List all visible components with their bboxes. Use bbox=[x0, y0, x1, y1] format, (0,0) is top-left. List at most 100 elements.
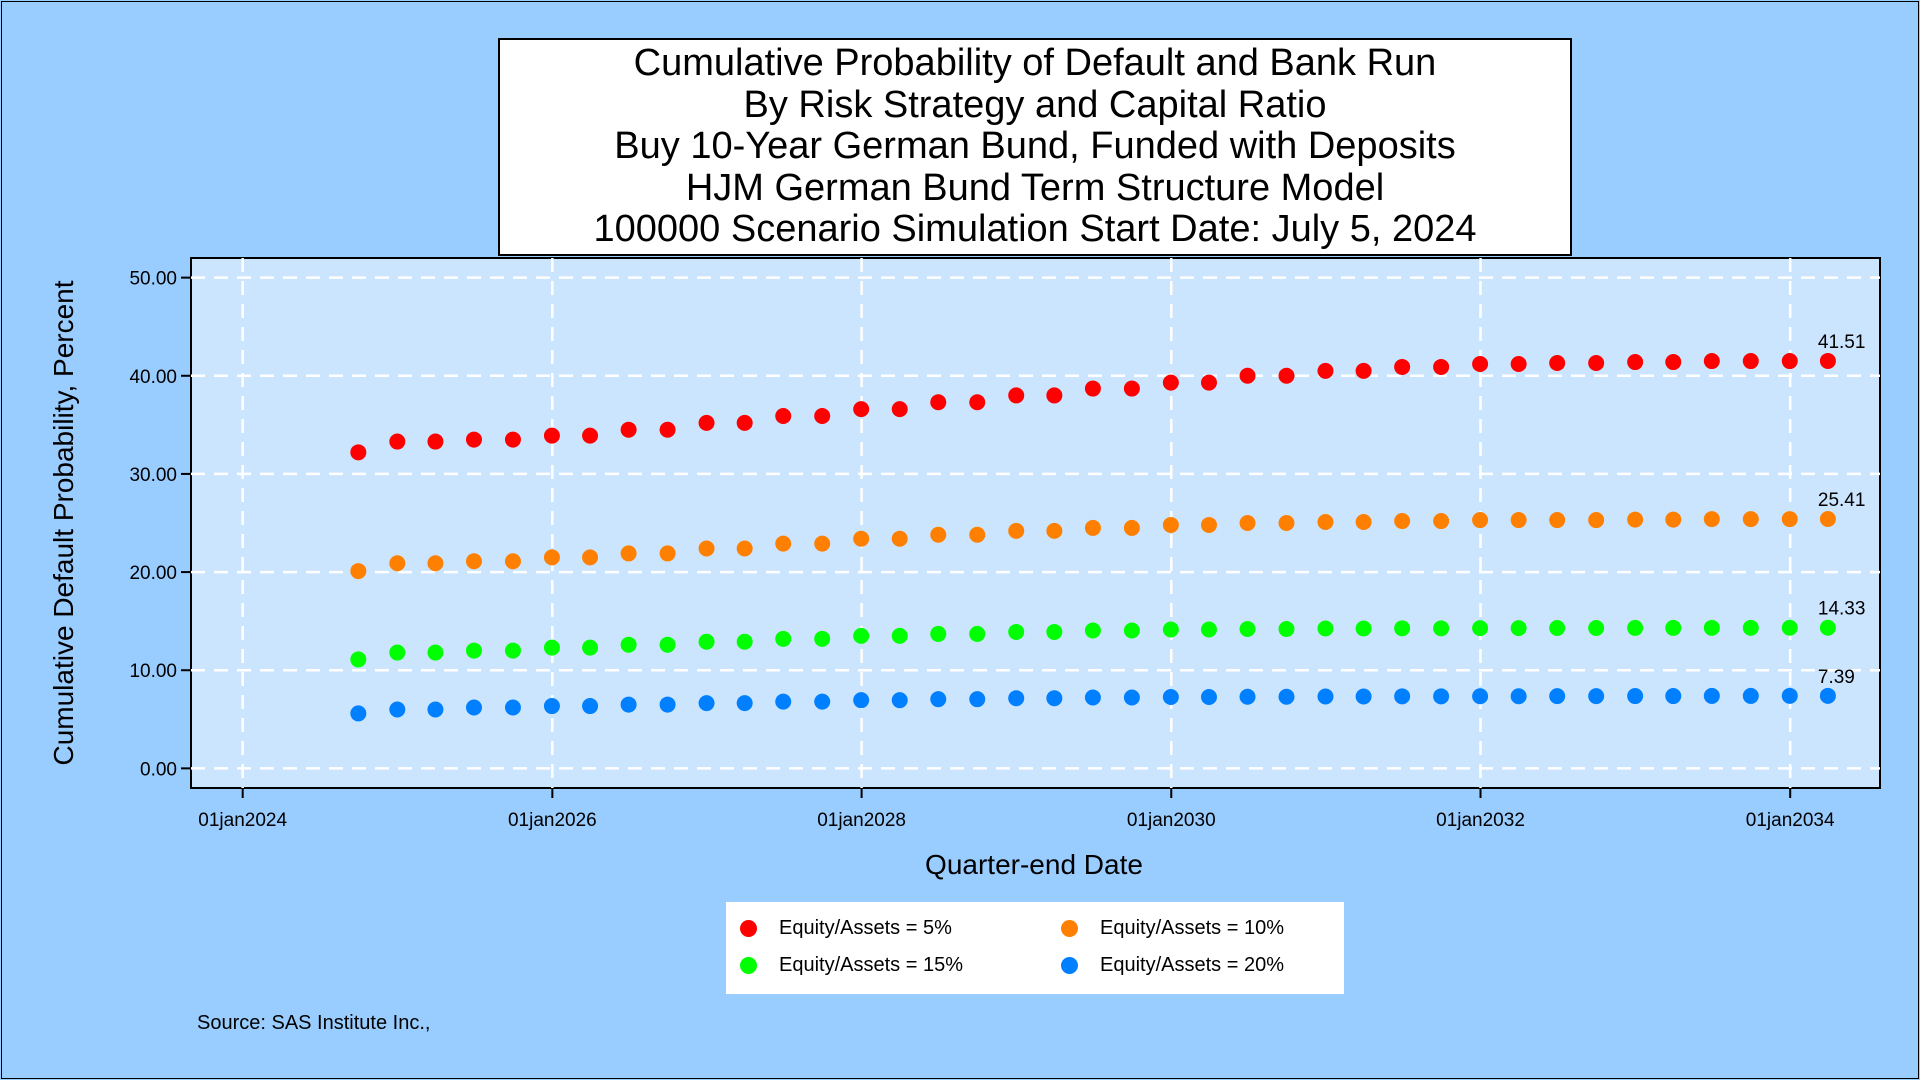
data-point bbox=[582, 549, 599, 566]
chart-title-line-2: By Risk Strategy and Capital Ratio bbox=[743, 83, 1327, 126]
data-point bbox=[543, 639, 560, 656]
data-point bbox=[1008, 522, 1025, 539]
data-point bbox=[853, 627, 870, 644]
data-point bbox=[620, 636, 637, 653]
legend-marker-15pct bbox=[740, 957, 757, 974]
data-point bbox=[1627, 354, 1644, 371]
legend: Equity/Assets = 5% Equity/Assets = 10% E… bbox=[726, 902, 1344, 994]
data-point bbox=[350, 563, 367, 580]
data-point bbox=[350, 444, 367, 461]
grid-layer bbox=[191, 258, 1880, 788]
data-point bbox=[1123, 689, 1140, 706]
chart-title-box: Cumulative Probability of Default and Ba… bbox=[498, 38, 1572, 256]
data-point bbox=[389, 433, 406, 450]
data-point bbox=[1200, 621, 1217, 638]
data-point bbox=[1278, 367, 1295, 384]
data-point bbox=[1627, 619, 1644, 636]
data-point bbox=[1046, 387, 1063, 404]
chart-title-line-4: HJM German Bund Term Structure Model bbox=[685, 166, 1385, 209]
data-point bbox=[736, 540, 753, 557]
data-point bbox=[427, 555, 444, 572]
data-point bbox=[1819, 687, 1836, 704]
data-point bbox=[1510, 620, 1527, 637]
data-point bbox=[1162, 621, 1179, 638]
data-point bbox=[389, 701, 406, 718]
data-point bbox=[504, 431, 521, 448]
x-tick-label: 01jan2030 bbox=[1127, 810, 1216, 831]
y-tick-label: 10.00 bbox=[129, 661, 177, 682]
data-point bbox=[891, 401, 908, 418]
data-point bbox=[698, 633, 715, 650]
data-point bbox=[1355, 620, 1372, 637]
data-point bbox=[853, 530, 870, 547]
data-point bbox=[504, 642, 521, 659]
data-point bbox=[1394, 513, 1411, 530]
data-point bbox=[1819, 510, 1836, 527]
data-point bbox=[775, 693, 792, 710]
data-point bbox=[1278, 515, 1295, 531]
data-point bbox=[1084, 689, 1101, 706]
source-note: Source: SAS Institute Inc., bbox=[197, 1012, 431, 1034]
data-point bbox=[1394, 358, 1411, 375]
data-point bbox=[1549, 688, 1566, 705]
data-point bbox=[582, 698, 599, 715]
data-point bbox=[1627, 511, 1644, 528]
data-point bbox=[1742, 619, 1759, 636]
legend-item-20pct: Equity/Assets = 20% bbox=[1061, 954, 1284, 977]
x-tick-label: 01jan2024 bbox=[198, 810, 287, 831]
x-tick-label: 01jan2032 bbox=[1436, 810, 1525, 831]
legend-marker-5pct bbox=[740, 920, 757, 937]
data-point bbox=[1549, 512, 1566, 529]
data-point bbox=[1588, 688, 1605, 705]
data-point bbox=[1472, 688, 1489, 705]
data-point bbox=[1665, 511, 1682, 528]
data-point bbox=[736, 695, 753, 712]
data-point bbox=[814, 630, 831, 647]
data-point bbox=[1742, 511, 1759, 528]
data-point bbox=[1239, 367, 1256, 384]
data-point bbox=[582, 427, 599, 444]
data-point bbox=[1008, 690, 1025, 707]
data-point bbox=[736, 414, 753, 431]
data-point bbox=[1278, 621, 1295, 637]
y-tick-label: 0.00 bbox=[140, 759, 177, 780]
data-point bbox=[1162, 516, 1179, 533]
data-point bbox=[620, 421, 637, 438]
legend-item-15pct: Equity/Assets = 15% bbox=[740, 954, 963, 977]
data-point bbox=[1355, 362, 1372, 379]
y-tick-label: 40.00 bbox=[129, 367, 177, 388]
data-point bbox=[465, 699, 482, 716]
data-point bbox=[1200, 374, 1217, 391]
data-point bbox=[1008, 623, 1025, 640]
data-point bbox=[389, 555, 406, 572]
data-point bbox=[775, 535, 792, 552]
data-point bbox=[814, 693, 831, 710]
x-axis-label: Quarter-end Date bbox=[925, 849, 1143, 880]
data-point bbox=[930, 625, 947, 642]
legend-label-20pct: Equity/Assets = 20% bbox=[1100, 954, 1284, 976]
chart-title-line-3: Buy 10-Year German Bund, Funded with Dep… bbox=[614, 125, 1456, 168]
data-point bbox=[389, 644, 406, 661]
data-point bbox=[1317, 362, 1334, 379]
end-value-label: 25.41 bbox=[1818, 490, 1866, 511]
data-point bbox=[1549, 355, 1566, 372]
data-point bbox=[853, 401, 870, 418]
data-point bbox=[1781, 687, 1798, 704]
chart-title-line-1: Cumulative Probability of Default and Ba… bbox=[633, 42, 1437, 85]
data-point bbox=[504, 553, 521, 570]
legend-item-10pct: Equity/Assets = 10% bbox=[1061, 917, 1284, 940]
end-value-label: 41.51 bbox=[1818, 332, 1866, 353]
data-point bbox=[427, 644, 444, 661]
data-point bbox=[698, 414, 715, 431]
y-tick-label: 30.00 bbox=[129, 465, 177, 486]
data-point bbox=[1819, 619, 1836, 636]
data-point bbox=[1046, 623, 1063, 640]
data-point bbox=[543, 427, 560, 444]
data-point bbox=[930, 526, 947, 543]
data-point bbox=[1588, 620, 1605, 637]
data-point bbox=[1317, 620, 1334, 637]
data-point bbox=[350, 705, 367, 722]
data-point bbox=[1665, 619, 1682, 636]
data-point bbox=[1162, 689, 1179, 706]
